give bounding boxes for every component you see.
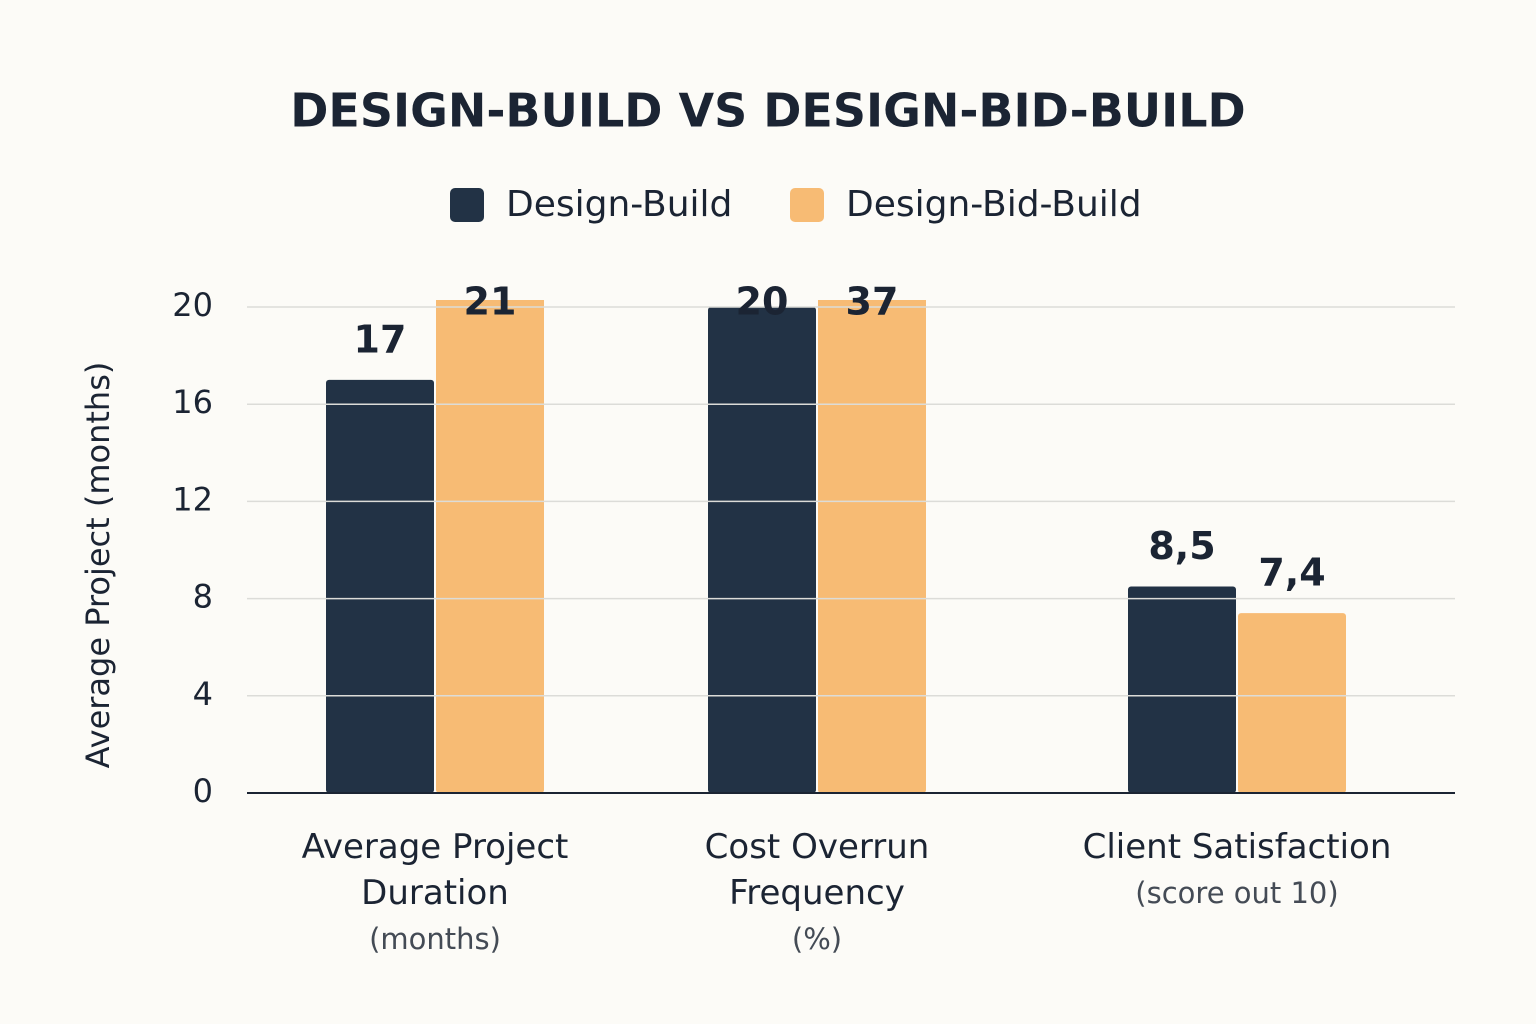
category-note: (%)	[791, 922, 843, 956]
bar	[818, 300, 926, 793]
value-label: 21	[464, 280, 517, 324]
value-label: 7,4	[1258, 551, 1325, 595]
category-name: Cost Overrun Frequency	[704, 827, 930, 913]
plot-area	[326, 300, 1346, 793]
category-name: Average Project Duration	[301, 827, 569, 913]
value-label: 8,5	[1148, 524, 1215, 568]
value-label: 20	[736, 280, 789, 324]
legend-swatch	[790, 188, 824, 222]
y-tick-label: 16	[172, 383, 213, 421]
bar	[708, 307, 816, 793]
category-name: Client Satisfaction	[1082, 827, 1392, 867]
legend-swatch	[450, 188, 484, 222]
category-note: (months)	[369, 922, 501, 956]
y-tick-label: 20	[172, 286, 213, 324]
y-tick-label: 12	[172, 480, 213, 518]
legend-label: Design-Bid-Build	[846, 184, 1142, 225]
y-tick-label: 0	[193, 772, 213, 810]
bar	[1128, 586, 1236, 793]
category-note: (score out 10)	[1135, 876, 1339, 910]
value-label: 37	[846, 280, 899, 324]
bar	[436, 300, 544, 793]
y-axis-label: Average Project (months)	[79, 362, 117, 769]
bar	[326, 379, 434, 793]
x-tick-label: Client Satisfaction (score out 10)	[1072, 824, 1402, 916]
x-tick-label: Cost Overrun Frequency (%)	[652, 824, 982, 962]
bar	[1238, 613, 1346, 793]
value-label: 17	[354, 317, 407, 361]
x-tick-label: Average Project Duration (months)	[270, 824, 600, 962]
y-tick-label: 8	[193, 578, 213, 616]
chart-title: DESIGN-BUILD VS DESIGN-BID-BUILD	[290, 84, 1246, 138]
legend-label: Design-Build	[506, 184, 732, 225]
y-tick-label: 4	[193, 675, 213, 713]
